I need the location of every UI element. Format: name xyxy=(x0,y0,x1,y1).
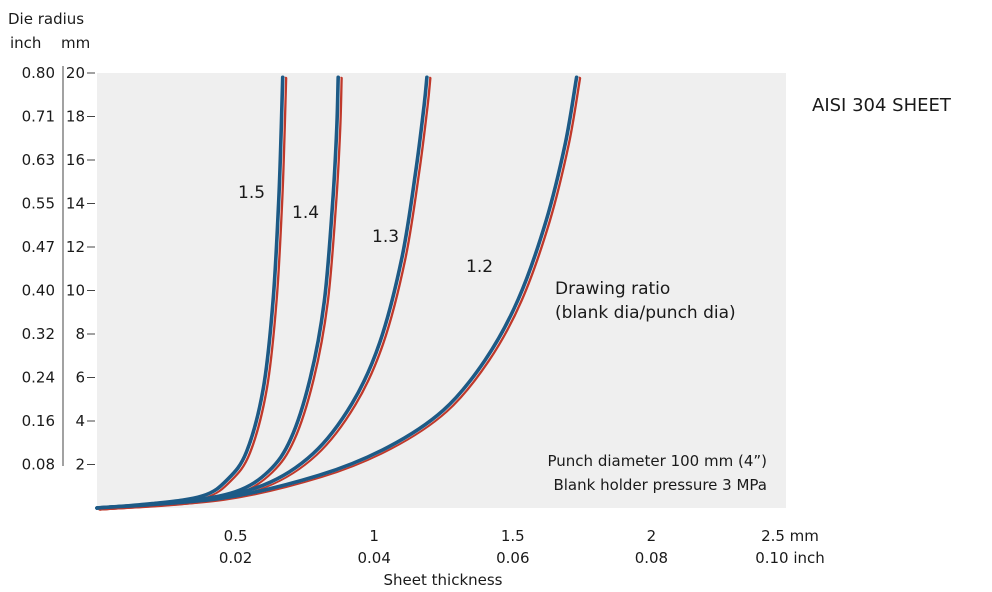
y-tick-label-inch-10: 0.40 xyxy=(22,282,55,300)
series-1-2-line xyxy=(95,75,579,510)
x-tick-label-mm-0-5: 0.5 xyxy=(224,527,248,545)
note-blank-holder-pressure: Blank holder pressure 3 MPa xyxy=(553,476,767,494)
curve-label-1-5: 1.5 xyxy=(238,183,265,203)
y-tick-label-inch-4: 0.16 xyxy=(22,412,55,430)
x-tick-label-inch-1: 0.04 xyxy=(357,549,390,567)
legend-subtitle: (blank dia/punch dia) xyxy=(555,303,736,323)
y-tick-label-mm-20: 20 xyxy=(66,64,85,82)
y-tick-label-inch-12: 0.47 xyxy=(22,238,55,256)
y-tick-label-inch-14: 0.55 xyxy=(22,195,55,213)
x-ticks-group: 0.5 0.02 1 0.04 1.5 0.06 2 0.08 2.5 mm 0.10 inch xyxy=(219,527,825,567)
y-tick-label-inch-16: 0.63 xyxy=(22,151,55,169)
y-tick-label-mm-18: 18 xyxy=(66,108,85,126)
x-tick-label-inch-2: 0.08 xyxy=(635,549,668,567)
y-unit-inch: inch xyxy=(10,34,41,52)
x-axis-label: Sheet thickness xyxy=(384,571,503,589)
x-tick-label-mm-2: 2 xyxy=(647,527,657,545)
y-tick-label-inch-8: 0.32 xyxy=(22,325,55,343)
y-tick-label-mm-14: 14 xyxy=(66,195,85,213)
plot-area xyxy=(97,73,786,508)
y-tick-label-inch-6: 0.24 xyxy=(22,369,55,387)
y-tick-label-mm-8: 8 xyxy=(75,325,85,343)
curve-label-1-4: 1.4 xyxy=(292,203,319,223)
y-ticks-group: 20 0.80 18 0.71 16 0.63 14 0.55 12 0.47 10 0.40 8 0.3… xyxy=(22,64,95,474)
x-tick-label-mm-1: 1 xyxy=(369,527,379,545)
x-tick-label-mm-1-5: 1.5 xyxy=(501,527,525,545)
note-punch-diameter: Punch diameter 100 mm (4”) xyxy=(548,452,768,470)
y-tick-label-mm-2: 2 xyxy=(75,456,85,474)
y-unit-mm: mm xyxy=(61,34,90,52)
y-tick-label-inch-18: 0.71 xyxy=(22,108,55,126)
chart-title: AISI 304 SHEET xyxy=(812,95,952,116)
curve-label-1-2: 1.2 xyxy=(466,257,493,277)
y-axis-label: Die radius xyxy=(8,10,84,28)
x-tick-label-mm-2-5: 2.5 mm xyxy=(761,527,819,545)
legend-title: Drawing ratio xyxy=(555,279,670,299)
x-tick-label-inch-1-5: 0.06 xyxy=(496,549,529,567)
y-tick-label-mm-16: 16 xyxy=(66,151,85,169)
x-tick-label-inch-2-5: 0.10 inch xyxy=(755,549,825,567)
y-tick-label-inch-2: 0.08 xyxy=(22,456,55,474)
curve-label-1-3: 1.3 xyxy=(372,227,399,247)
x-tick-label-inch-0-5: 0.02 xyxy=(219,549,252,567)
y-tick-label-mm-10: 10 xyxy=(66,282,85,300)
y-tick-label-inch-20: 0.80 xyxy=(22,64,55,82)
y-tick-label-mm-6: 6 xyxy=(75,369,85,387)
y-tick-label-mm-12: 12 xyxy=(66,238,85,256)
y-tick-label-mm-4: 4 xyxy=(75,412,85,430)
curves-group xyxy=(95,75,582,511)
